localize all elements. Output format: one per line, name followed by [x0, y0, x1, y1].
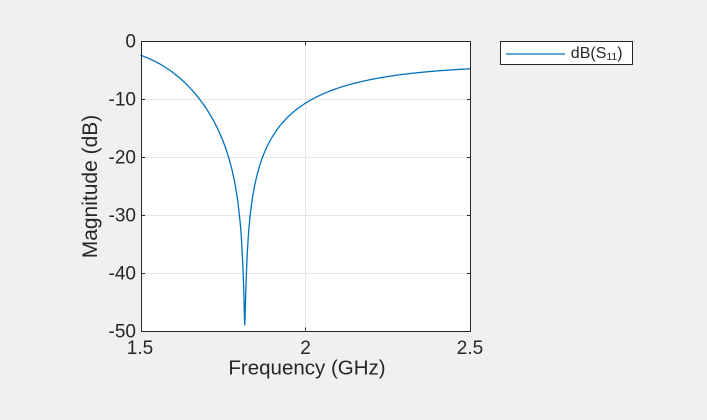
svg-text:2.5: 2.5: [457, 338, 483, 359]
svg-text:2: 2: [300, 338, 311, 359]
svg-text:-30: -30: [109, 206, 136, 227]
svg-text:-20: -20: [109, 148, 136, 169]
svg-text:Magnitude (dB): Magnitude (dB): [79, 115, 102, 259]
svg-text:-40: -40: [109, 264, 136, 285]
svg-text:Frequency (GHz): Frequency (GHz): [228, 357, 385, 380]
svg-text:-10: -10: [109, 90, 136, 111]
svg-text:-50: -50: [109, 322, 136, 343]
svg-text:1.5: 1.5: [127, 338, 153, 359]
svg-text:0: 0: [125, 32, 136, 53]
